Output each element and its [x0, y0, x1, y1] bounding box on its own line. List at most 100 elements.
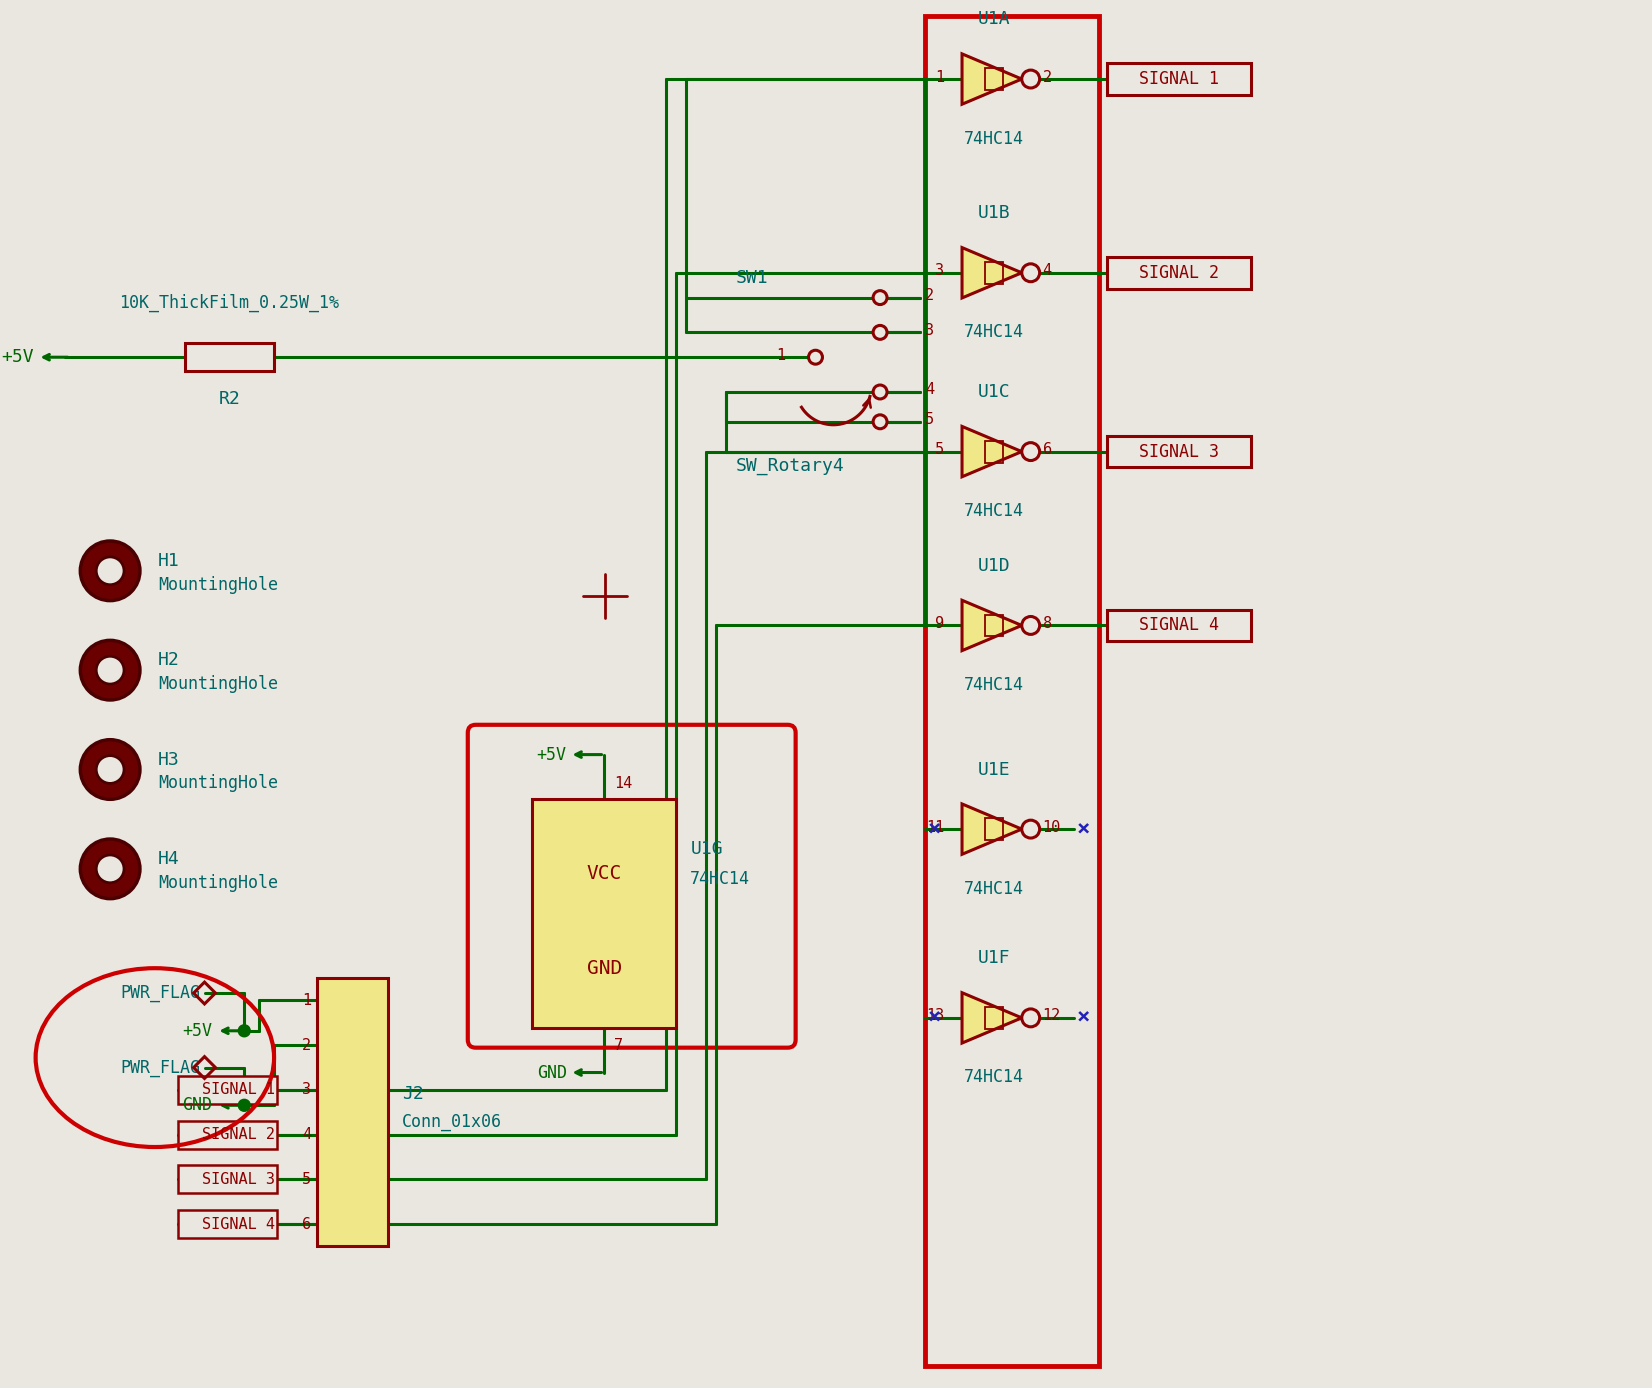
Bar	[1107, 436, 1251, 468]
Text: 5: 5	[935, 443, 945, 457]
Text: 74HC14: 74HC14	[691, 870, 750, 888]
Polygon shape	[961, 992, 1023, 1042]
Text: 10K_ThickFilm_0.25W_1%: 10K_ThickFilm_0.25W_1%	[119, 293, 339, 312]
Text: SW_Rotary4: SW_Rotary4	[737, 458, 844, 476]
Bar	[985, 818, 1003, 840]
Text: U1E: U1E	[978, 761, 1011, 779]
Text: PWR_FLAG: PWR_FLAG	[121, 1059, 200, 1077]
Circle shape	[1023, 71, 1039, 87]
Text: 6: 6	[302, 1216, 311, 1231]
Text: GND: GND	[182, 1097, 213, 1115]
Text: 4: 4	[302, 1127, 311, 1142]
Text: GND: GND	[537, 1063, 567, 1081]
Polygon shape	[961, 426, 1023, 476]
Text: U1A: U1A	[978, 11, 1011, 28]
Text: U1G: U1G	[691, 840, 724, 858]
Text: SIGNAL 4: SIGNAL 4	[202, 1216, 274, 1231]
Text: 1: 1	[935, 69, 945, 85]
Text: MountingHole: MountingHole	[159, 576, 278, 594]
Text: SIGNAL 3: SIGNAL 3	[1138, 443, 1219, 461]
Bar	[178, 1210, 278, 1238]
Text: 13: 13	[925, 1009, 945, 1023]
Text: H2: H2	[159, 651, 180, 669]
Text: MountingHole: MountingHole	[159, 775, 278, 793]
Text: 3: 3	[925, 323, 933, 337]
Bar	[985, 615, 1003, 636]
Text: 1: 1	[776, 348, 786, 362]
Circle shape	[1023, 820, 1039, 838]
Text: Conn_01x06: Conn_01x06	[401, 1113, 502, 1131]
Bar	[985, 440, 1003, 462]
Bar	[1107, 609, 1251, 641]
Circle shape	[808, 350, 823, 364]
Text: 5: 5	[925, 412, 933, 428]
Text: MountingHole: MountingHole	[159, 675, 278, 693]
Text: 5: 5	[302, 1171, 311, 1187]
Text: H1: H1	[159, 552, 180, 570]
Text: MountingHole: MountingHole	[159, 874, 278, 891]
Polygon shape	[961, 804, 1023, 854]
Circle shape	[874, 415, 887, 429]
Text: R2: R2	[218, 390, 240, 408]
Circle shape	[96, 755, 124, 783]
Text: 74HC14: 74HC14	[965, 1069, 1024, 1087]
Bar	[178, 1076, 278, 1103]
Circle shape	[1023, 443, 1039, 461]
Text: U1B: U1B	[978, 204, 1011, 222]
Text: VCC: VCC	[586, 865, 623, 883]
Text: 3: 3	[302, 1083, 311, 1098]
Circle shape	[81, 541, 140, 601]
Circle shape	[874, 325, 887, 339]
Bar	[985, 1006, 1003, 1029]
Bar	[178, 1166, 278, 1194]
Circle shape	[238, 1024, 249, 1037]
Text: +5V: +5V	[182, 1022, 213, 1040]
Bar	[985, 68, 1003, 90]
Text: 7: 7	[615, 1038, 623, 1053]
Text: 74HC14: 74HC14	[965, 129, 1024, 147]
Text: 4: 4	[925, 383, 933, 397]
Bar	[317, 979, 388, 1246]
Circle shape	[1023, 264, 1039, 282]
Circle shape	[81, 740, 140, 799]
Bar	[178, 1120, 278, 1148]
Text: 1: 1	[302, 992, 311, 1008]
Text: +5V: +5V	[2, 348, 33, 366]
Text: 8: 8	[1042, 616, 1052, 632]
Polygon shape	[961, 600, 1023, 651]
Text: U1C: U1C	[978, 383, 1011, 401]
Text: 2: 2	[925, 289, 933, 303]
Text: ×: ×	[1077, 1008, 1090, 1029]
Text: PWR_FLAG: PWR_FLAG	[121, 984, 200, 1002]
Text: 2: 2	[302, 1038, 311, 1052]
Bar	[985, 262, 1003, 283]
Text: 74HC14: 74HC14	[965, 880, 1024, 898]
Circle shape	[96, 657, 124, 684]
Text: J2: J2	[401, 1085, 425, 1103]
Circle shape	[96, 557, 124, 584]
Text: SW1: SW1	[737, 269, 768, 287]
Text: SIGNAL 1: SIGNAL 1	[202, 1083, 274, 1098]
Text: 74HC14: 74HC14	[965, 323, 1024, 341]
Text: U1D: U1D	[978, 557, 1011, 575]
Text: SIGNAL 1: SIGNAL 1	[1138, 69, 1219, 87]
Text: 12: 12	[1042, 1009, 1061, 1023]
Text: ×: ×	[927, 819, 942, 840]
Text: +5V: +5V	[537, 745, 567, 763]
Circle shape	[238, 1099, 249, 1112]
Text: 11: 11	[925, 820, 945, 834]
Text: H3: H3	[159, 751, 180, 769]
Circle shape	[874, 290, 887, 304]
Bar	[532, 799, 676, 1027]
Text: GND: GND	[586, 959, 623, 977]
Circle shape	[1023, 1009, 1039, 1027]
Bar	[925, 17, 1099, 1366]
Text: ×: ×	[927, 1008, 942, 1029]
Text: 74HC14: 74HC14	[965, 502, 1024, 520]
Text: H4: H4	[159, 849, 180, 868]
Text: 2: 2	[1042, 69, 1052, 85]
Text: U1F: U1F	[978, 949, 1011, 967]
Text: 6: 6	[1042, 443, 1052, 457]
Text: 4: 4	[1042, 264, 1052, 278]
Text: SIGNAL 4: SIGNAL 4	[1138, 616, 1219, 634]
